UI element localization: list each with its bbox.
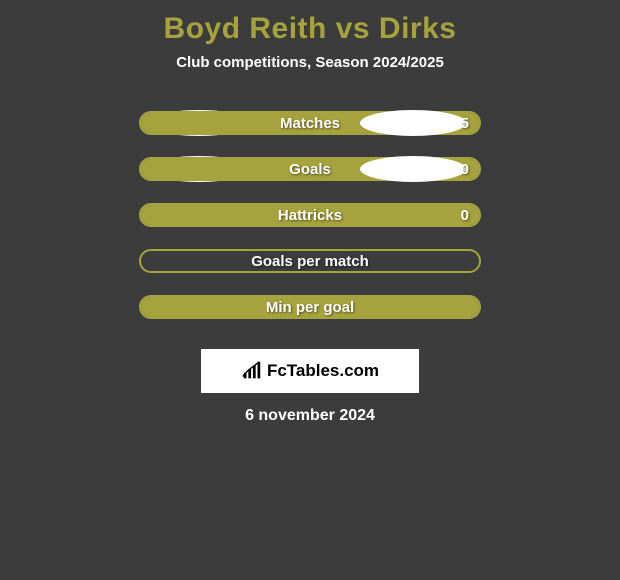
stat-row: Matches 5 [139,111,481,135]
stats-area: Matches 5 Goals 0 Hattricks 0 Goals per match M… [139,111,481,341]
stat-label: Min per goal [266,299,354,316]
stat-row: Min per goal [139,295,481,319]
player-right-marker [360,156,466,182]
stat-label: Goals [289,161,331,178]
stat-value: 0 [461,207,469,224]
stat-row: Hattricks 0 [139,203,481,227]
stat-value: 0 [461,161,469,178]
stat-bar: Min per goal [139,295,481,319]
player-right-marker [360,110,466,136]
subtitle: Club competitions, Season 2024/2025 [176,54,444,71]
brand-text: FcTables.com [267,361,379,381]
stat-bar: Goals per match [139,249,481,273]
page-title: Boyd Reith vs Dirks [164,12,457,46]
stat-label: Hattricks [278,207,342,224]
comparison-widget: Boyd Reith vs Dirks Club competitions, S… [0,0,620,425]
stat-row: Goals 0 [139,157,481,181]
brand-badge[interactable]: FcTables.com [201,349,419,393]
brand-inner: FcTables.com [241,360,379,382]
stat-label: Goals per match [251,253,369,270]
date-text: 6 november 2024 [245,407,375,425]
stat-bar: Hattricks 0 [139,203,481,227]
stat-value: 5 [461,115,469,132]
stat-row: Goals per match [139,249,481,273]
stat-label: Matches [280,115,340,132]
chart-icon [241,360,263,382]
